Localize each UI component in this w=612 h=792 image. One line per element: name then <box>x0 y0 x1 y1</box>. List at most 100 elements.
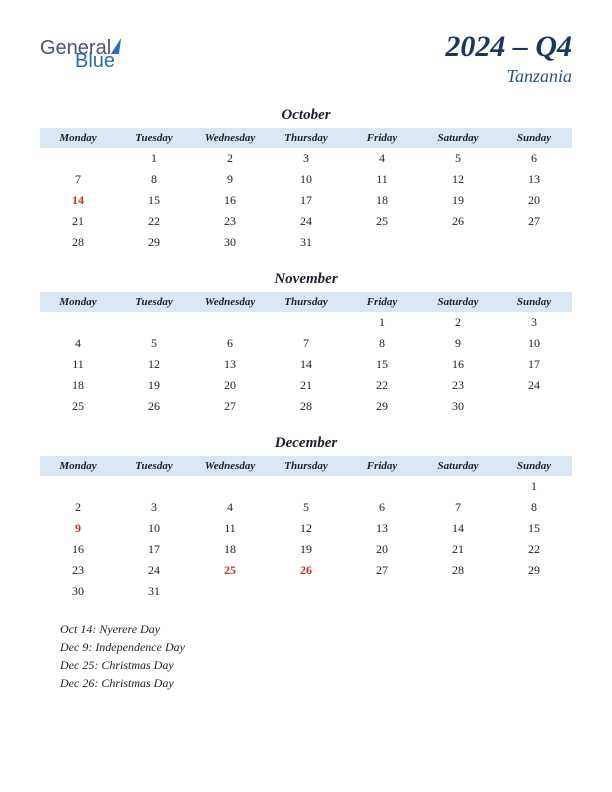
calendar-cell: 14 <box>268 354 344 375</box>
calendar-cell: 25 <box>344 211 420 232</box>
calendar-row: 1 <box>40 476 572 497</box>
month-block: November MondayTuesdayWednesdayThursdayFr… <box>40 271 572 417</box>
calendar-cell: 11 <box>40 354 116 375</box>
calendar-cell: 12 <box>268 518 344 539</box>
calendar-cell <box>116 476 192 497</box>
calendar-cell: 17 <box>268 190 344 211</box>
calendar-row: 11121314151617 <box>40 354 572 375</box>
day-header: Thursday <box>268 292 344 312</box>
calendar-cell: 1 <box>496 476 572 497</box>
day-header: Tuesday <box>116 456 192 476</box>
calendar-cell: 2 <box>420 312 496 333</box>
calendar-cell: 25 <box>192 560 268 581</box>
calendar-cell: 1 <box>116 148 192 169</box>
calendar-cell: 21 <box>420 539 496 560</box>
calendar-cell: 15 <box>496 518 572 539</box>
calendar-cell <box>344 581 420 602</box>
month-block: DecemberMondayTuesdayWednesdayThursdayFr… <box>40 435 572 602</box>
calendar-cell: 2 <box>40 497 116 518</box>
calendar-cell: 21 <box>40 211 116 232</box>
calendar-cell <box>40 312 116 333</box>
page-subtitle: Tanzania <box>445 66 572 87</box>
calendar-cell <box>420 581 496 602</box>
calendar-cell: 8 <box>496 497 572 518</box>
calendar-cell: 23 <box>420 375 496 396</box>
day-header: Tuesday <box>116 292 192 312</box>
calendar-cell: 10 <box>116 518 192 539</box>
calendar-cell: 2 <box>192 148 268 169</box>
calendar-cell: 23 <box>40 560 116 581</box>
calendar-cell: 31 <box>268 232 344 253</box>
calendar-cell: 30 <box>420 396 496 417</box>
calendar-cell: 20 <box>344 539 420 560</box>
calendar-row: 78910111213 <box>40 169 572 190</box>
calendar-cell <box>192 476 268 497</box>
month-name: November <box>40 271 572 288</box>
day-header: Friday <box>344 292 420 312</box>
calendar-row: 45678910 <box>40 333 572 354</box>
calendar-cell: 8 <box>116 169 192 190</box>
calendar-cell: 5 <box>268 497 344 518</box>
calendar-cell: 5 <box>420 148 496 169</box>
day-header: Thursday <box>268 456 344 476</box>
calendar-cell: 27 <box>496 211 572 232</box>
page-title: 2024 – Q4 <box>445 30 572 64</box>
calendar-cell: 3 <box>496 312 572 333</box>
calendar-cell <box>496 232 572 253</box>
calendar-cell <box>268 312 344 333</box>
calendar-cell: 20 <box>496 190 572 211</box>
calendar-cell: 28 <box>268 396 344 417</box>
calendar-cell: 29 <box>344 396 420 417</box>
calendar-cell: 22 <box>344 375 420 396</box>
calendar-cell: 12 <box>420 169 496 190</box>
calendar-cell: 23 <box>192 211 268 232</box>
calendar-cell: 16 <box>40 539 116 560</box>
calendar-row: 123456 <box>40 148 572 169</box>
months-container: OctoberMondayTuesdayWednesdayThursdayFri… <box>40 107 572 602</box>
calendar-cell <box>116 312 192 333</box>
day-header: Wednesday <box>192 292 268 312</box>
calendar-table: MondayTuesdayWednesdayThursdayFridaySatu… <box>40 456 572 602</box>
calendar-cell: 17 <box>116 539 192 560</box>
calendar-cell: 7 <box>420 497 496 518</box>
calendar-row: 16171819202122 <box>40 539 572 560</box>
calendar-cell: 14 <box>420 518 496 539</box>
calendar-table: MondayTuesdayWednesdayThursdayFridaySatu… <box>40 292 572 417</box>
calendar-cell <box>192 581 268 602</box>
calendar-row: 28293031 <box>40 232 572 253</box>
calendar-row: 123 <box>40 312 572 333</box>
calendar-row: 3031 <box>40 581 572 602</box>
calendar-cell <box>420 232 496 253</box>
calendar-cell: 29 <box>116 232 192 253</box>
calendar-cell: 15 <box>344 354 420 375</box>
day-header: Saturday <box>420 292 496 312</box>
calendar-cell: 19 <box>420 190 496 211</box>
calendar-cell: 19 <box>116 375 192 396</box>
calendar-cell: 5 <box>116 333 192 354</box>
calendar-cell: 16 <box>420 354 496 375</box>
day-header: Friday <box>344 456 420 476</box>
calendar-cell <box>40 476 116 497</box>
calendar-cell: 6 <box>496 148 572 169</box>
month-block: OctoberMondayTuesdayWednesdayThursdayFri… <box>40 107 572 253</box>
day-header: Monday <box>40 128 116 148</box>
calendar-cell: 28 <box>420 560 496 581</box>
calendar-cell <box>496 396 572 417</box>
calendar-cell: 24 <box>116 560 192 581</box>
calendar-cell <box>268 476 344 497</box>
day-header: Wednesday <box>192 456 268 476</box>
calendar-cell: 30 <box>40 581 116 602</box>
calendar-row: 14151617181920 <box>40 190 572 211</box>
header: General 2024 – Q4 Tanzania <box>40 30 572 87</box>
calendar-cell: 21 <box>268 375 344 396</box>
calendar-cell <box>420 476 496 497</box>
day-header: Wednesday <box>192 128 268 148</box>
calendar-row: 18192021222324 <box>40 375 572 396</box>
holiday-list: Oct 14: Nyerere DayDec 9: Independence D… <box>40 620 572 692</box>
calendar-cell: 13 <box>496 169 572 190</box>
calendar-cell: 31 <box>116 581 192 602</box>
calendar-cell: 10 <box>496 333 572 354</box>
day-header: Sunday <box>496 128 572 148</box>
calendar-cell: 16 <box>192 190 268 211</box>
calendar-cell: 12 <box>116 354 192 375</box>
